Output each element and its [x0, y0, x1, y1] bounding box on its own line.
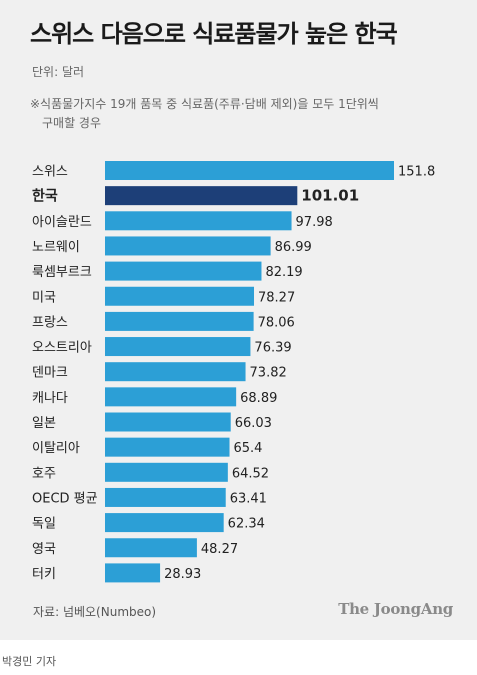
bar [105, 286, 255, 306]
value-label: 66.03 [235, 416, 272, 431]
category-label: 스위스 [32, 165, 68, 180]
bar [105, 337, 251, 357]
category-label: OECD 평균 [32, 491, 98, 506]
category-label: 영국 [32, 542, 56, 557]
source-label: 자료: 넘베오(Numbeo) [33, 605, 157, 619]
bar [105, 236, 271, 256]
value-label: 82.19 [265, 265, 302, 280]
bar [105, 487, 226, 507]
footnote: ※식품물가지수 19개 품목 중 식료품(주류·담배 제외)을 모두 1단위씩 … [30, 95, 450, 133]
category-label: 오스트리아 [32, 341, 92, 356]
value-label: 101.01 [301, 187, 359, 205]
bar [105, 437, 230, 457]
category-label: 덴마크 [32, 366, 68, 381]
value-label: 28.93 [164, 567, 201, 582]
bar [105, 161, 394, 180]
category-label: 노르웨이 [32, 240, 80, 255]
bar [105, 513, 224, 533]
unit-label: 단위: 달러 [32, 65, 85, 79]
bar [105, 412, 231, 432]
category-label: 프랑스 [32, 315, 68, 330]
value-label: 48.27 [201, 542, 238, 557]
value-label: 68.89 [240, 391, 277, 406]
bar-chart: 스위스 151.8 한국 101.01 아이슬란드 97.98 노르웨이 86.99 룩셈부르크… [32, 161, 435, 583]
value-label: 78.27 [258, 290, 295, 305]
category-label: 일본 [32, 416, 56, 431]
value-label: 64.52 [232, 466, 269, 481]
bar [105, 462, 228, 482]
chart-title: 스위스 다음으로 식료품물가 높은 한국 [30, 20, 398, 48]
value-label: 73.82 [250, 366, 287, 381]
category-label: 한국 [32, 189, 58, 205]
value-label: 65.4 [234, 441, 263, 456]
category-label: 터키 [32, 567, 56, 582]
category-label: 이탈리아 [32, 441, 80, 456]
bar [105, 211, 292, 231]
value-label: 76.39 [254, 341, 291, 356]
value-label: 86.99 [275, 240, 312, 255]
value-label: 151.8 [398, 165, 435, 180]
category-label: 독일 [32, 517, 56, 532]
bar [105, 387, 237, 407]
bar [105, 362, 246, 382]
category-label: 아이슬란드 [32, 215, 92, 230]
value-label: 78.06 [258, 315, 295, 330]
bar-highlight [105, 186, 298, 206]
category-label: 호주 [32, 466, 56, 481]
footnote-line-2: 구매할 경우 [42, 116, 102, 130]
publisher-logo: The JoongAng [338, 600, 453, 618]
value-label: 97.98 [296, 215, 333, 230]
bar [105, 261, 262, 281]
category-label: 룩셈부르크 [32, 265, 92, 280]
category-label: 미국 [32, 290, 56, 305]
value-label: 63.41 [230, 491, 267, 506]
bar [105, 311, 254, 331]
category-label: 캐나다 [32, 391, 68, 406]
footnote-line-1: ※식품물가지수 19개 품목 중 식료품(주류·담배 제외)을 모두 1단위씩 [30, 97, 379, 111]
bar [105, 538, 197, 558]
chart-card: 스위스 다음으로 식료품물가 높은 한국 단위: 달러 ※식품물가지수 19개 … [0, 0, 477, 640]
bar [105, 563, 161, 583]
value-label: 62.34 [228, 517, 265, 532]
byline: 박경민 기자 [2, 655, 57, 668]
